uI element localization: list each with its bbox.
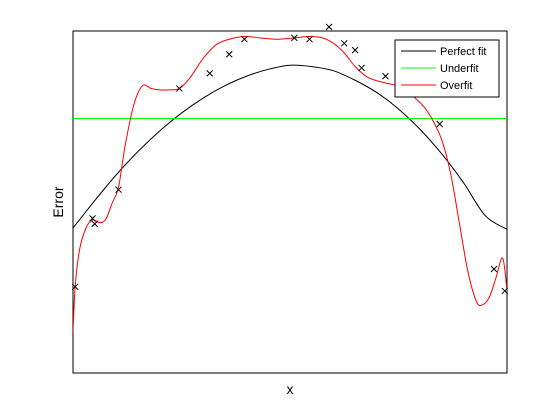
- series-line-perfect-fit: [73, 64, 507, 230]
- data-point-marker: [382, 72, 389, 80]
- series-layer: [73, 35, 507, 332]
- data-point-marker: [351, 46, 359, 54]
- legend: Perfect fit Underfit Overfit: [394, 39, 500, 98]
- legend-label-overfit: Overfit: [440, 80, 472, 92]
- data-point-marker: [241, 35, 248, 43]
- scatter-markers: [71, 23, 509, 295]
- data-point-marker: [115, 186, 122, 194]
- data-point-marker: [71, 283, 79, 291]
- data-point-marker: [175, 85, 183, 92]
- data-point-marker: [225, 50, 233, 58]
- data-point-marker: [501, 287, 509, 295]
- data-point-marker: [358, 64, 365, 72]
- data-point-marker: [89, 215, 96, 222]
- data-point-marker: [325, 23, 333, 31]
- y-axis-label: Error: [50, 186, 66, 217]
- legend-label-underfit: Underfit: [440, 63, 479, 75]
- data-point-marker: [206, 70, 214, 77]
- data-point-marker: [290, 34, 298, 42]
- series-line-overfit: [73, 35, 507, 332]
- legend-label-perfect-fit: Perfect fit: [440, 46, 486, 58]
- x-axis-label: x: [287, 381, 294, 397]
- data-point-marker: [306, 35, 313, 43]
- data-point-marker: [490, 265, 498, 273]
- data-point-marker: [340, 39, 348, 47]
- data-point-marker: [436, 120, 444, 128]
- data-point-marker: [91, 220, 99, 228]
